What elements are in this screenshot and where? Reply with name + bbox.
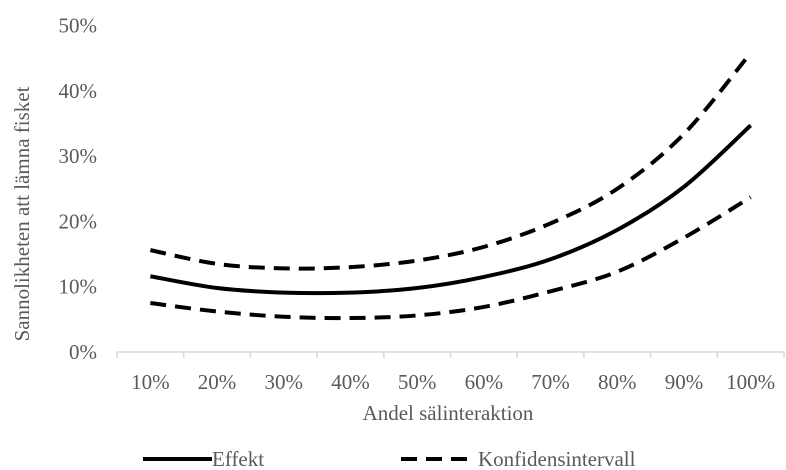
y-axis-title: Sannolikheten att lämna fisket [10, 86, 34, 341]
x-tick-label: 100% [726, 370, 775, 394]
x-axis-title: Andel sälinteraktion [363, 401, 534, 425]
legend-label-effekt: Effekt [212, 447, 264, 470]
x-tick-label: 80% [598, 370, 637, 394]
series-line-konfidens-lower [150, 195, 752, 321]
series-line-effekt [150, 123, 753, 296]
series-line-konfidens-upper [149, 51, 753, 271]
y-tick-label: 40% [59, 79, 98, 103]
y-tick-label: 30% [59, 144, 98, 168]
x-tick-label: 40% [331, 370, 370, 394]
legend-label-konfidensintervall: Konfidensintervall [478, 447, 636, 470]
series-lines [149, 51, 753, 321]
x-tick-label: 30% [265, 370, 304, 394]
axes [116, 351, 785, 358]
y-tick-label: 10% [59, 275, 98, 299]
y-tick-label: 50% [59, 14, 98, 38]
y-axis-ticks: 0% 10% 20% 30% 40% 50% [59, 14, 98, 365]
y-tick-label: 0% [69, 340, 97, 364]
x-tick-label: 70% [531, 370, 570, 394]
x-axis-ticks: 10% 20% 30% 40% 50% 60% 70% 80% 90% 100% [131, 370, 775, 394]
legend: Effekt Konfidensintervall [143, 447, 636, 470]
x-tick-label: 60% [465, 370, 504, 394]
x-tick-label: 90% [665, 370, 704, 394]
x-tick-label: 10% [131, 370, 170, 394]
y-tick-label: 20% [59, 209, 98, 233]
x-tick-label: 50% [398, 370, 437, 394]
x-tick-label: 20% [198, 370, 237, 394]
